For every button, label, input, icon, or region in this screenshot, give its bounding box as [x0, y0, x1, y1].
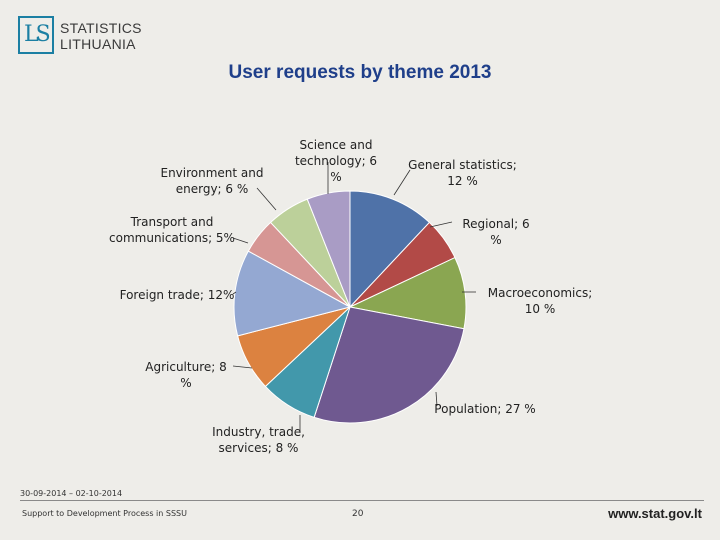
leader-line [232, 365, 253, 369]
pie-slice-general-statistics [349, 190, 431, 309]
pie-slice-macroeconomics [348, 256, 467, 330]
data-label: Foreign trade; 12% [119, 288, 235, 302]
footer-date: 30-09-2014 – 02-10-2014 [20, 489, 123, 498]
logo-letters: LS [24, 22, 51, 47]
website-link[interactable]: www.stat.gov.lt [608, 506, 702, 521]
data-label: Population; 27 % [434, 402, 536, 416]
data-label: Environment and energy; 6 % [160, 166, 264, 196]
leader-line [435, 391, 438, 407]
data-label: Transport and communications; 5% [109, 215, 235, 245]
logo-line-1: STATISTICS [60, 20, 142, 36]
page-number: 20 [352, 509, 364, 519]
leader-line [256, 187, 277, 211]
leader-line [232, 237, 249, 244]
data-label: General statistics; 12 % [408, 158, 517, 188]
data-label: Industry, trade, services; 8 % [212, 425, 305, 455]
leader-line [393, 169, 411, 196]
data-label: Science and technology; 6 % [294, 138, 378, 184]
logo-line-2: LITHUANIA [60, 36, 136, 52]
data-label: Agriculture; 8 % [145, 360, 227, 390]
logo: LS [18, 16, 54, 54]
chart-title: User requests by theme 2013 [228, 62, 492, 83]
leader-line [232, 291, 237, 295]
data-label: Macroeconomics; 10 % [487, 286, 593, 316]
footer-divider [20, 500, 704, 501]
data-label: Regional; 6 % [462, 217, 530, 247]
logo-text: STATISTICS LITHUANIA [60, 20, 142, 52]
leader-line [429, 221, 453, 228]
pie-slice-population [313, 306, 465, 424]
footer-presentation-title: Support to Development Process in SSSU [22, 509, 187, 518]
